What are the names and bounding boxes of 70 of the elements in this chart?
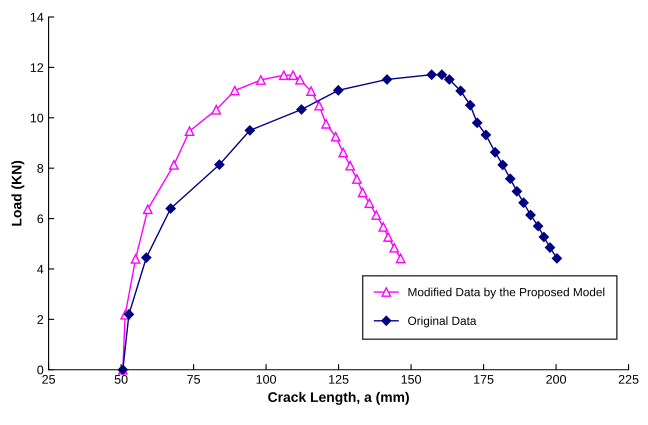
point — [352, 174, 362, 184]
y-tick-label: 10 — [30, 114, 44, 122]
point — [382, 74, 392, 85]
point — [278, 70, 289, 80]
point — [518, 198, 529, 208]
point — [512, 186, 522, 196]
y-tick-label: 4 — [37, 264, 44, 274]
x-tick-label: 150 — [402, 374, 422, 384]
legend-label: Original Data — [408, 316, 476, 328]
y-tick-label: 2 — [37, 315, 44, 324]
x-tick-label: 200 — [546, 374, 566, 384]
point — [141, 252, 152, 263]
point — [184, 126, 194, 136]
x-axis-title: Crack Length, a (mm) — [268, 392, 409, 405]
point — [314, 100, 324, 111]
y-tick-label: 12 — [30, 63, 44, 72]
point — [211, 104, 222, 115]
point — [505, 174, 516, 184]
point — [444, 74, 454, 85]
point — [124, 309, 134, 320]
point — [330, 132, 341, 142]
y-axis-title: Load (KN) — [11, 160, 24, 226]
point — [358, 188, 368, 198]
point — [214, 160, 225, 170]
point — [465, 100, 476, 110]
point — [498, 160, 508, 170]
point — [426, 70, 437, 80]
y-tick-label: 6 — [37, 214, 44, 224]
point — [244, 125, 255, 136]
y-tick-label: 8 — [37, 164, 44, 173]
point — [256, 75, 266, 85]
point — [552, 253, 562, 264]
x-tick-label: 125 — [329, 374, 348, 384]
point — [295, 74, 305, 85]
point — [472, 118, 482, 128]
x-tick-label: 50 — [114, 374, 128, 384]
x-tick-label: 25 — [42, 374, 56, 384]
point — [389, 242, 400, 253]
point — [345, 160, 356, 171]
point — [169, 160, 179, 170]
point — [544, 242, 556, 253]
point — [480, 130, 492, 140]
x-tick-label: 225 — [618, 374, 638, 384]
point — [166, 203, 176, 214]
x-tick-label: 175 — [474, 375, 494, 384]
y-tick-label: 0 — [37, 366, 44, 374]
point — [378, 222, 388, 232]
point — [525, 210, 536, 220]
point — [230, 86, 240, 96]
point — [321, 118, 331, 129]
point — [130, 254, 140, 264]
point — [383, 232, 394, 242]
point — [296, 104, 307, 115]
point — [333, 85, 344, 96]
point — [306, 86, 316, 96]
point — [364, 198, 374, 208]
point — [288, 70, 298, 80]
legend-label: Modified Data by the Proposed Model — [408, 288, 604, 299]
y-tick-label: 14 — [30, 12, 44, 22]
point — [371, 210, 382, 220]
x-tick-label: 75 — [187, 375, 200, 384]
point — [436, 70, 447, 80]
point — [396, 254, 406, 264]
point — [456, 86, 466, 96]
x-tick-label: 100 — [256, 374, 276, 384]
point — [338, 148, 348, 158]
point — [142, 204, 153, 214]
point — [538, 232, 549, 242]
point — [490, 147, 500, 158]
point — [532, 221, 544, 232]
